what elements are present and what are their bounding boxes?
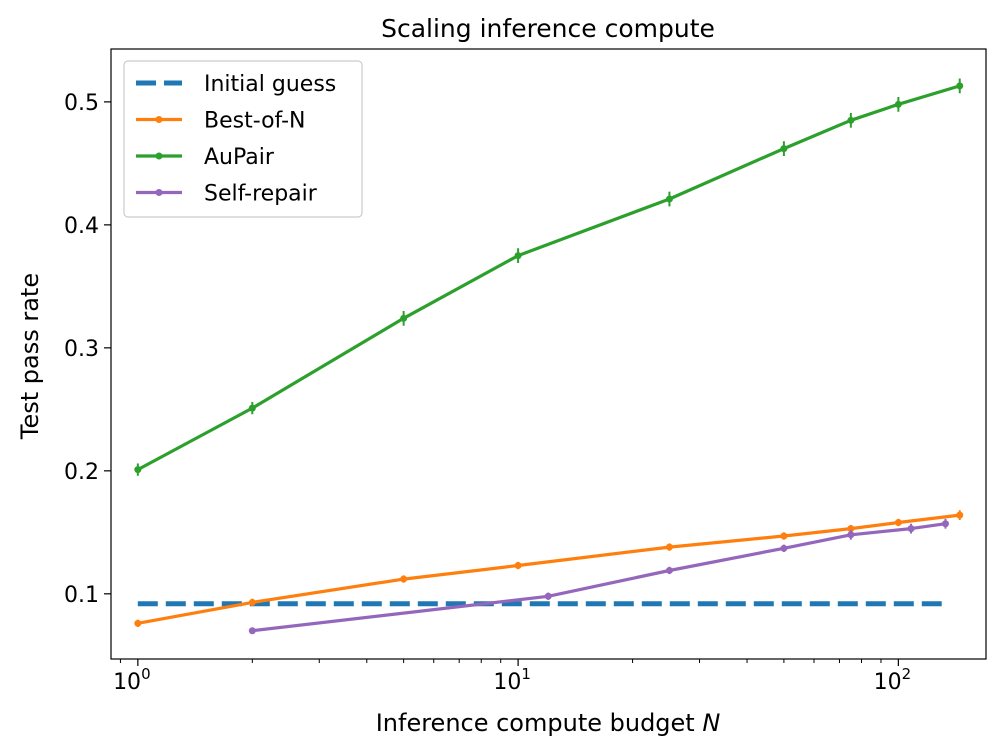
data-point-best-of-n — [894, 518, 902, 526]
data-point-self-repair — [780, 544, 788, 552]
legend-box — [123, 60, 363, 218]
data-point-aupair — [665, 195, 673, 203]
data-point-aupair — [894, 100, 902, 108]
x-tick-label-exponent: 0 — [141, 665, 151, 683]
data-point-best-of-n — [248, 598, 256, 606]
x-tick-label-base: 10 — [113, 670, 141, 695]
data-point-aupair — [780, 145, 788, 153]
data-point-self-repair — [544, 592, 552, 600]
x-tick-label-exponent: 2 — [902, 665, 912, 683]
legend-marker-self-repair — [155, 189, 163, 196]
data-point-self-repair — [665, 566, 673, 574]
legend-label-self-repair: Self-repair — [204, 182, 318, 207]
chart-title: Scaling inference compute — [381, 14, 715, 43]
x-axis-label-variable: N — [702, 709, 720, 737]
x-axis-label-text: Inference compute budget — [376, 709, 703, 737]
data-point-self-repair — [847, 531, 855, 539]
data-point-best-of-n — [514, 562, 522, 570]
data-point-aupair — [514, 252, 522, 260]
x-axis-label: Inference compute budget N — [376, 709, 721, 737]
data-point-self-repair — [248, 627, 256, 635]
data-point-aupair — [956, 82, 964, 90]
y-tick-label: 0.1 — [64, 583, 99, 608]
data-point-best-of-n — [956, 511, 964, 519]
data-point-aupair — [134, 466, 142, 474]
data-point-best-of-n — [847, 525, 855, 533]
data-point-best-of-n — [665, 543, 673, 551]
x-tick-label-exponent: 1 — [521, 665, 531, 683]
legend-marker-aupair — [155, 152, 163, 160]
data-point-self-repair — [941, 520, 949, 528]
x-tick-label: 102 — [874, 665, 912, 695]
y-axis-label: Test pass rate — [16, 273, 44, 440]
x-tick-label: 101 — [493, 665, 531, 695]
legend-label-initial-guess: Initial guess — [204, 72, 336, 97]
y-tick-label: 0.4 — [64, 214, 99, 239]
x-tick-label-base: 10 — [874, 670, 902, 695]
x-tick-label: 100 — [113, 665, 151, 695]
x-tick-label-base: 10 — [493, 670, 521, 695]
y-tick-label: 0.2 — [64, 460, 99, 485]
data-point-aupair — [248, 404, 256, 412]
data-point-best-of-n — [400, 575, 408, 583]
data-point-aupair — [400, 314, 408, 322]
legend-marker-best-of-n — [155, 116, 163, 123]
data-point-self-repair — [907, 525, 915, 533]
y-tick-label: 0.5 — [64, 91, 99, 116]
y-tick-label: 0.3 — [64, 337, 99, 362]
legend-label-best-of-n: Best-of-N — [204, 109, 305, 134]
data-point-best-of-n — [134, 619, 142, 627]
data-point-aupair — [847, 116, 855, 124]
legend-label-aupair: AuPair — [204, 145, 275, 170]
data-point-best-of-n — [780, 532, 788, 540]
